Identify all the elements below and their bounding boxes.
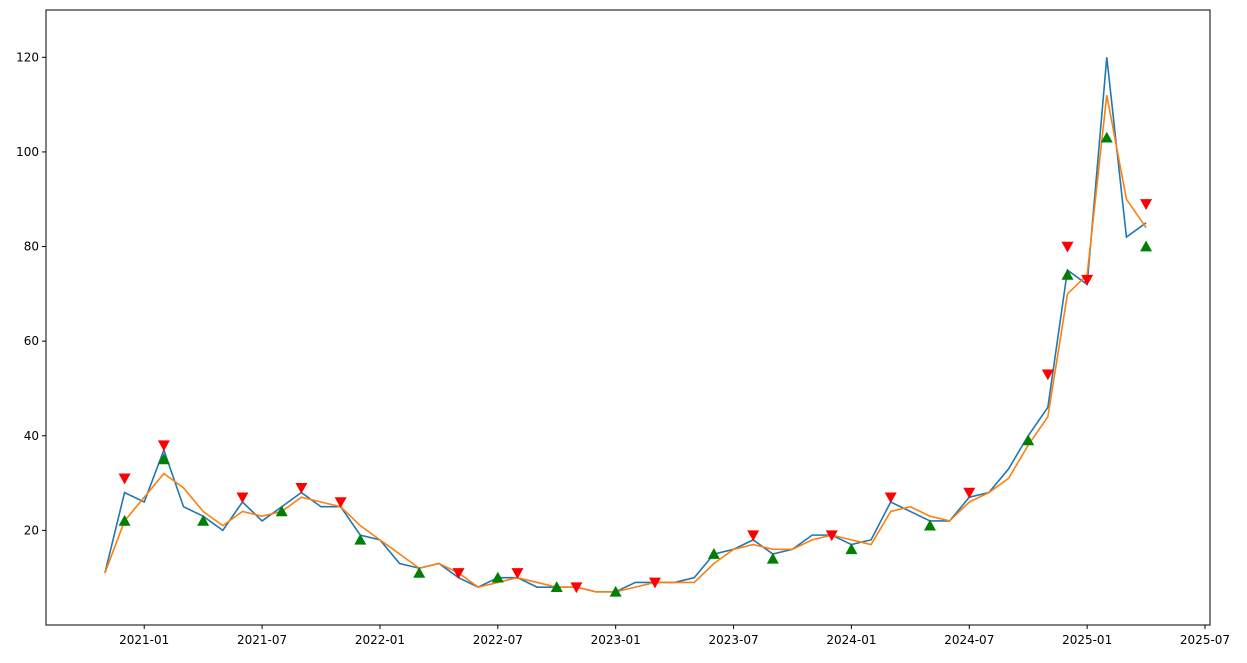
sell-marker — [118, 473, 131, 485]
x-tick-label: 2025-01 — [1062, 633, 1112, 647]
sell-marker — [1041, 369, 1054, 381]
y-tick-label: 120 — [16, 50, 39, 64]
y-tick-label: 100 — [16, 145, 39, 159]
buy-marker — [1140, 240, 1153, 252]
y-tick-label: 20 — [24, 523, 39, 537]
buy-marker — [845, 543, 858, 555]
sell-marker — [511, 568, 524, 579]
series-line — [104, 57, 1147, 593]
buy-marker — [766, 552, 779, 564]
x-tick-label: 2023-07 — [708, 633, 758, 647]
buy-marker — [707, 548, 720, 559]
buy-marker — [118, 514, 131, 526]
buy-marker — [197, 514, 210, 526]
y-tick-label: 40 — [24, 429, 39, 443]
sell-marker — [295, 483, 308, 494]
buy-marker — [923, 519, 936, 531]
sell-marker — [648, 577, 661, 589]
sell-marker — [825, 530, 838, 542]
buy-marker — [354, 533, 367, 545]
buy-marker — [1061, 268, 1074, 280]
x-tick-label: 2022-01 — [355, 633, 405, 647]
y-tick-label: 60 — [24, 334, 39, 348]
x-tick-label: 2024-07 — [944, 633, 994, 647]
buy-marker — [491, 571, 504, 583]
buy-marker — [413, 566, 426, 578]
x-tick-label: 2022-07 — [473, 633, 523, 647]
buy-marker — [550, 581, 563, 592]
sell-marker — [236, 492, 249, 504]
buy-marker — [275, 505, 288, 517]
plot-frame — [45, 9, 1211, 626]
sell-marker — [570, 582, 583, 594]
sell-marker — [452, 568, 465, 579]
sell-marker — [963, 487, 976, 499]
buy-marker — [1022, 434, 1035, 446]
buy-marker — [157, 453, 170, 465]
x-tick-label: 2023-01 — [591, 633, 641, 647]
x-tick-label: 2024-01 — [826, 633, 876, 647]
sell-marker — [1081, 274, 1094, 286]
y-tick-label: 80 — [24, 240, 39, 254]
x-tick-label: 2021-01 — [119, 633, 169, 647]
buy-marker — [609, 585, 622, 597]
sell-marker — [884, 492, 897, 504]
sell-marker — [747, 530, 760, 542]
x-tick-label: 2021-07 — [237, 633, 287, 647]
sell-marker — [1061, 241, 1074, 253]
series-line — [104, 95, 1147, 593]
sell-marker — [334, 497, 347, 508]
sell-marker — [157, 440, 170, 452]
buy-marker — [1100, 131, 1113, 143]
sell-marker — [1140, 199, 1153, 210]
x-tick-label: 2025-07 — [1180, 633, 1230, 647]
